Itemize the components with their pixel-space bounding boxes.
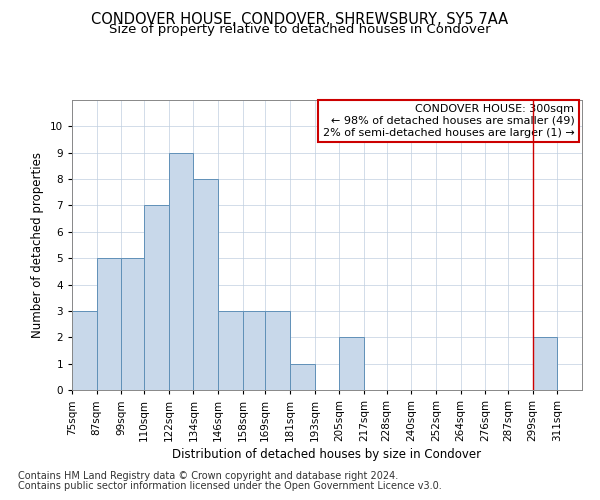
Bar [169,152,193,390]
Bar [193,179,218,390]
Text: Size of property relative to detached houses in Condover: Size of property relative to detached ho… [109,24,491,36]
Bar [533,338,557,390]
Bar [265,311,290,390]
Bar [144,206,169,390]
Bar [97,258,121,390]
Bar [340,338,364,390]
Text: CONDOVER HOUSE, CONDOVER, SHREWSBURY, SY5 7AA: CONDOVER HOUSE, CONDOVER, SHREWSBURY, SY… [91,12,509,28]
X-axis label: Distribution of detached houses by size in Condover: Distribution of detached houses by size … [172,448,482,461]
Bar [72,311,97,390]
Text: CONDOVER HOUSE: 300sqm
← 98% of detached houses are smaller (49)
2% of semi-deta: CONDOVER HOUSE: 300sqm ← 98% of detached… [323,104,574,138]
Bar [121,258,144,390]
Bar [290,364,314,390]
Bar [218,311,242,390]
Text: Contains public sector information licensed under the Open Government Licence v3: Contains public sector information licen… [18,481,442,491]
Bar [242,311,265,390]
Text: Contains HM Land Registry data © Crown copyright and database right 2024.: Contains HM Land Registry data © Crown c… [18,471,398,481]
Y-axis label: Number of detached properties: Number of detached properties [31,152,44,338]
